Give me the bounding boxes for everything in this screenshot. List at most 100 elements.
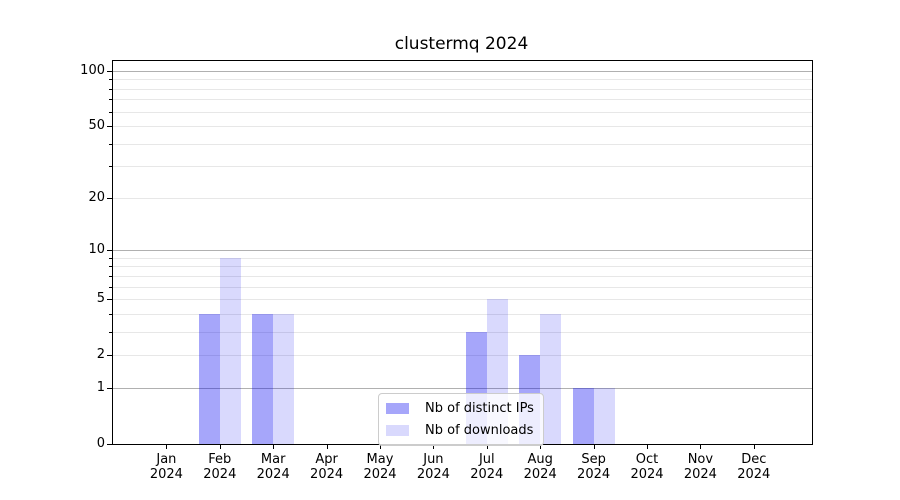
x-tick-label-nov: Nov 2024 (668, 452, 732, 482)
month-label: Mar (260, 452, 286, 467)
y-minortick-80 (109, 88, 112, 90)
y-tick-2 (107, 355, 112, 357)
y-tick-50 (107, 126, 112, 128)
year-label: 2024 (577, 467, 611, 482)
x-tick-label-jan: Jan 2024 (134, 452, 198, 482)
y-minortick-6 (109, 286, 112, 288)
y-minortick-40 (109, 143, 112, 145)
x-tick-aug (540, 444, 542, 449)
month-label: Feb (208, 452, 232, 467)
month-label: Sep (581, 452, 606, 467)
gridline-major-1 (113, 387, 812, 389)
x-tick-label-mar: Mar 2024 (241, 452, 305, 482)
legend-item-downloads: Nb of downloads (386, 422, 534, 439)
year-label: 2024 (630, 467, 664, 482)
x-tick-label-jul: Jul 2024 (455, 452, 519, 482)
year-label: 2024 (363, 467, 397, 482)
legend-swatch-distinct-ips-icon (386, 403, 409, 414)
year-label: 2024 (737, 467, 771, 482)
x-tick-nov (700, 444, 702, 449)
chart-title: clustermq 2024 (394, 34, 529, 54)
x-tick-may (379, 444, 381, 449)
x-tick-jun (433, 444, 435, 449)
year-label: 2024 (470, 467, 504, 482)
gridline-minor-8 (113, 266, 812, 268)
month-label: Nov (687, 452, 714, 467)
legend: Nb of distinct IPs Nb of downloads (378, 393, 544, 446)
month-label: May (366, 452, 394, 467)
bar-ips-feb (198, 313, 220, 444)
gridline-minor-20 (113, 197, 812, 199)
y-minortick-60 (109, 111, 112, 113)
gridline-minor-30 (113, 166, 812, 168)
y-minortick-3 (109, 331, 112, 333)
legend-label-distinct-ips: Nb of distinct IPs (425, 400, 534, 416)
y-minortick-70 (109, 99, 112, 101)
gridline-minor-60 (113, 111, 812, 113)
x-tick-label-may: May 2024 (348, 452, 412, 482)
y-minortick-4 (109, 313, 112, 315)
x-tick-apr (326, 444, 328, 449)
y-tick-0 (107, 444, 112, 445)
y-minortick-7 (109, 275, 112, 277)
year-label: 2024 (203, 467, 237, 482)
year-label: 2024 (256, 467, 290, 482)
x-tick-label-jun: Jun 2024 (401, 452, 465, 482)
gridline-minor-40 (113, 143, 812, 145)
month-label: Jun (423, 452, 444, 467)
year-label: 2024 (416, 467, 450, 482)
y-tick-100 (107, 71, 112, 72)
bar-downloads-mar (273, 313, 295, 444)
x-tick-label-aug: Aug 2024 (508, 452, 572, 482)
legend-swatch-downloads-icon (386, 425, 409, 436)
month-label: Dec (741, 452, 767, 467)
year-label: 2024 (149, 467, 183, 482)
y-tick-label-20: 20 (88, 189, 105, 205)
month-label: Oct (635, 452, 659, 467)
bar-downloads-aug (540, 313, 562, 444)
plot-area: 0 1 2 5 10 20 50 100 Jan 2024 Feb 2024 Mar 2024 Apr 202… (80, 60, 813, 482)
x-tick-label-sep: Sep 2024 (562, 452, 626, 482)
gridline-minor-3 (113, 331, 812, 333)
year-label: 2024 (310, 467, 344, 482)
x-tick-label-feb: Feb 2024 (188, 452, 252, 482)
year-label: 2024 (683, 467, 717, 482)
x-tick-feb (219, 444, 221, 449)
y-tick-label-100: 100 (80, 63, 105, 78)
y-minortick-30 (109, 166, 112, 168)
y-tick-label-50: 50 (88, 118, 105, 134)
legend-item-distinct-ips: Nb of distinct IPs (386, 400, 534, 417)
month-label: Apr (315, 452, 338, 467)
y-minortick-9 (109, 257, 112, 259)
month-label: Jul (478, 452, 495, 467)
y-tick-10 (107, 250, 112, 252)
y-tick-label-2: 2 (96, 347, 105, 363)
month-label: Jan (156, 452, 177, 467)
gridline-minor-70 (113, 99, 812, 101)
y-tick-label-10: 10 (88, 242, 105, 258)
gridline-minor-9 (113, 257, 812, 259)
gridline-minor-4 (113, 313, 812, 315)
y-tick-1 (107, 387, 112, 389)
bar-ips-mar (252, 313, 274, 444)
x-tick-label-dec: Dec 2024 (722, 452, 786, 482)
x-tick-label-apr: Apr 2024 (295, 452, 359, 482)
x-tick-sep (593, 444, 595, 449)
y-minortick-8 (109, 266, 112, 268)
gridline-major-10 (113, 250, 812, 252)
x-tick-label-oct: Oct 2024 (615, 452, 679, 482)
month-label: Aug (527, 452, 553, 467)
legend-label-downloads: Nb of downloads (425, 422, 534, 438)
year-label: 2024 (523, 467, 557, 482)
x-tick-oct (646, 444, 648, 449)
gridline-minor-6 (113, 286, 812, 288)
gridline-minor-7 (113, 275, 812, 277)
y-tick-5 (107, 299, 112, 301)
gridline-major-100 (113, 71, 812, 72)
gridline-minor-5 (113, 299, 812, 301)
y-tick-label-5: 5 (96, 291, 105, 307)
x-tick-jan (166, 444, 168, 449)
bar-downloads-feb (219, 257, 241, 444)
y-minortick-90 (109, 79, 112, 81)
